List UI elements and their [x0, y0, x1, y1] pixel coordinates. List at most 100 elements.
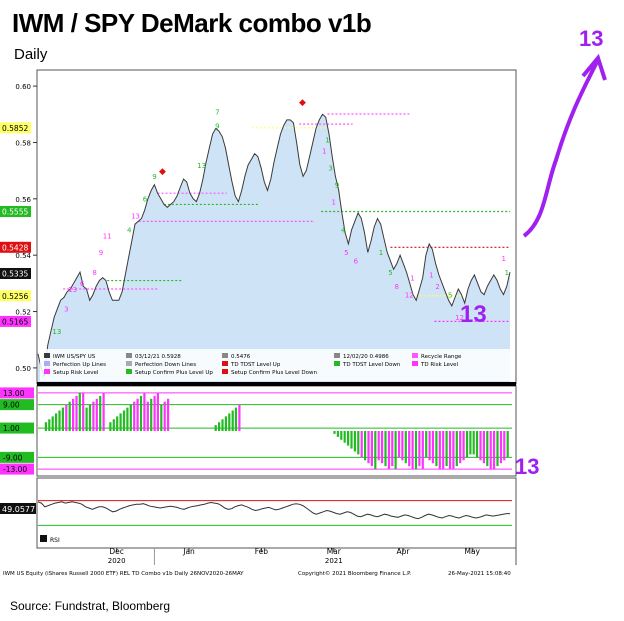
rsi-legend-label: RSI: [50, 537, 60, 544]
td-count-label: 9: [152, 173, 156, 181]
td-count-label: 9: [215, 122, 219, 130]
footer-center: Copyright© 2021 Bloomberg Finance L.P.: [298, 570, 412, 577]
setup-tag-label: 9.00: [3, 401, 20, 410]
setup-bar: [438, 431, 441, 470]
x-tick-label: Jan: [182, 547, 195, 556]
level-tag-label: 0.5428: [2, 243, 28, 252]
setup-bar: [129, 404, 132, 431]
setup-bar: [65, 404, 68, 431]
setup-tag-label: -13.00: [3, 465, 27, 474]
setup-bar: [234, 407, 238, 431]
setup-bar: [336, 431, 339, 437]
legend-swatch: [412, 353, 418, 358]
legend-swatch: [44, 353, 50, 358]
td-count-label: 5: [344, 249, 348, 257]
price-series-line: [37, 113, 511, 377]
setup-bar: [404, 431, 407, 464]
legend-entry: 0.5476: [231, 354, 251, 360]
legend-background: [40, 349, 512, 381]
x-tick-label: Dec: [109, 547, 124, 556]
td-count-label: 9: [99, 249, 103, 257]
setup-bar: [139, 395, 143, 431]
legend-swatch: [126, 369, 132, 374]
setup-bar: [418, 431, 421, 467]
setup-bar: [374, 431, 377, 470]
setup-bar: [75, 395, 78, 431]
setup-bar: [364, 431, 367, 461]
setup-bar: [397, 431, 401, 458]
td-count-label: 1: [429, 272, 433, 280]
legend-swatch: [126, 353, 132, 358]
setup-tag-box: [0, 422, 34, 434]
rsi-value-tag: [0, 503, 36, 514]
setup-bar: [44, 422, 47, 431]
price-area-fill: [38, 114, 510, 383]
setup-bar: [489, 431, 492, 470]
price-area: [38, 114, 510, 383]
rsi-legend-swatch: [40, 535, 47, 542]
setup-bar: [238, 404, 241, 431]
legend-swatch: [222, 353, 228, 358]
setup-bar: [102, 392, 105, 431]
upward-arrow-shaft: [522, 61, 599, 238]
setup-bar: [377, 431, 380, 461]
setup-bar: [55, 413, 58, 431]
legend-entry: TD TDST Level Down: [342, 362, 401, 368]
chart-title: IWM / SPY DeMark combo v1b: [12, 8, 372, 38]
setup-bar: [167, 398, 170, 431]
y-tick-label: 0.60: [15, 83, 31, 91]
y-tick-label: 0.58: [15, 139, 31, 147]
legend-swatch: [222, 369, 228, 374]
level-tag-box: [0, 122, 31, 134]
x-year-label: 2021: [325, 557, 343, 565]
setup-bar: [452, 431, 455, 470]
td-count-label: 4: [341, 227, 346, 235]
setup-tag-box: [0, 451, 34, 463]
td-count-label: 1: [410, 275, 414, 283]
setup-count-label: 13: [515, 454, 539, 479]
setup-bar: [357, 431, 360, 455]
setup-bar: [214, 425, 217, 431]
setup-bar: [421, 431, 424, 470]
setup-bar: [465, 431, 469, 458]
rsi-panel-frame: [36, 477, 517, 549]
peak-markers: ◆ ◆: [159, 97, 306, 176]
setup-bar: [401, 431, 404, 461]
td-count-label: 11: [103, 232, 112, 240]
setup-bar: [82, 392, 85, 431]
upward-arrow-head: [581, 53, 607, 81]
legend-entry: Perfection Up Lines: [53, 362, 106, 368]
price-line: [37, 113, 511, 377]
setup-bar: [116, 416, 119, 431]
legend-entry: Perfection Down Lines: [135, 362, 196, 368]
setup-bar: [476, 431, 479, 458]
td-count-label: 6: [143, 196, 148, 204]
rsi-line: [37, 500, 512, 526]
footer-right: 26-May-2021 15:08:40: [448, 571, 511, 577]
setup-bar: [360, 431, 363, 458]
setup-bar: [160, 404, 163, 431]
setup-bar: [228, 413, 231, 431]
setup-bar: [72, 398, 75, 431]
setup-bar: [109, 422, 112, 431]
td-count-label: 13: [131, 213, 140, 221]
level-tag-label: 0.5335: [2, 270, 28, 279]
price-count-label: 13: [460, 301, 487, 328]
setup-bar: [347, 431, 350, 446]
legend-entry: Recycle Range: [421, 354, 462, 360]
td-count-label: 1: [325, 136, 329, 144]
legend-swatch: [334, 353, 340, 358]
setup-bar: [126, 407, 129, 431]
td-count-label: 1: [505, 269, 509, 277]
td-count-label: 13: [68, 286, 77, 294]
rsi-value-label: 49.0577: [2, 505, 35, 514]
level-tag-label: 0.5852: [2, 124, 28, 133]
setup-bar: [387, 431, 390, 470]
setup-bar: [136, 398, 139, 431]
setup-bar: [99, 395, 102, 431]
setup-bar: [156, 392, 159, 431]
setup-tag-label: -9.00: [3, 453, 23, 462]
setup-bar: [425, 431, 428, 458]
td-count-label: 3: [64, 306, 68, 314]
setup-bar: [119, 413, 122, 431]
